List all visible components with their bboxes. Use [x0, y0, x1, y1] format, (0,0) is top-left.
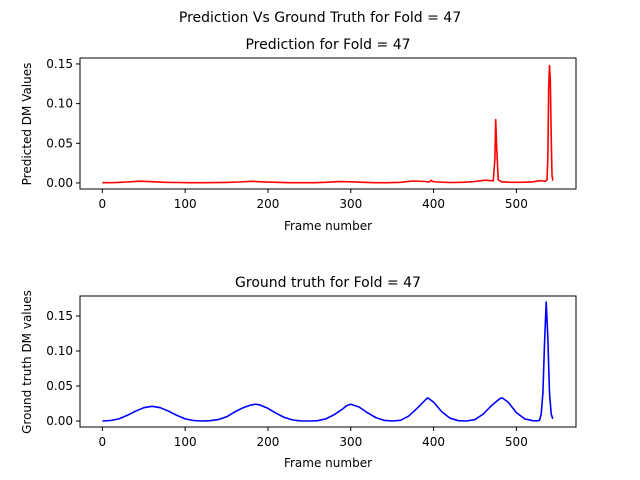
ground-truth-x-tick-label: 300	[339, 435, 362, 449]
prediction-xlabel: Frame number	[284, 219, 372, 233]
prediction-x-tick-label: 300	[339, 197, 362, 211]
ground-truth-y-tick-label: 0.10	[46, 344, 73, 358]
prediction-x-tick-label: 100	[174, 197, 197, 211]
prediction-y-tick-label: 0.00	[46, 176, 73, 190]
prediction-title: Prediction for Fold = 47	[245, 37, 410, 53]
ground-truth-line	[102, 301, 554, 422]
ground-truth-title: Ground truth for Fold = 47	[235, 275, 421, 291]
prediction-y-tick-label: 0.10	[46, 97, 73, 111]
prediction-y-tick-label: 0.05	[46, 136, 73, 150]
prediction-x-ticks: 0 100 200 300 400 500	[99, 189, 528, 211]
ground-truth-y-tick-label: 0.00	[46, 414, 73, 428]
prediction-x-tick-label: 200	[257, 197, 280, 211]
ground-truth-axes: Ground truth for Fold = 47 0 100 200 300 400…	[20, 275, 577, 470]
ground-truth-plot-frame	[79, 295, 577, 428]
ground-truth-x-tick-label: 200	[257, 435, 280, 449]
ground-truth-x-tick-label: 500	[505, 435, 528, 449]
prediction-y-tick-label: 0.15	[46, 57, 73, 71]
ground-truth-x-tick-label: 400	[422, 435, 445, 449]
prediction-x-tick-label: 400	[422, 197, 445, 211]
prediction-x-tick-label: 500	[505, 197, 528, 211]
ground-truth-y-tick-label: 0.15	[46, 309, 73, 323]
prediction-ylabel: Predicted DM Values	[20, 63, 34, 186]
ground-truth-ylabel: Ground truth DM values	[20, 290, 34, 434]
prediction-axes: Prediction for Fold = 47 0 100 200 300 400 50…	[20, 37, 577, 233]
ground-truth-x-tick-label: 100	[174, 435, 197, 449]
prediction-plot-frame	[79, 57, 577, 190]
prediction-x-tick-label: 0	[99, 197, 107, 211]
ground-truth-y-tick-label: 0.05	[46, 379, 73, 393]
figure-suptitle: Prediction Vs Ground Truth for Fold = 47	[179, 10, 461, 26]
prediction-line	[102, 64, 554, 184]
ground-truth-y-ticks: 0.00 0.05 0.10 0.15	[46, 309, 80, 428]
ground-truth-x-ticks: 0 100 200 300 400 500	[99, 427, 528, 449]
ground-truth-x-tick-label: 0	[99, 435, 107, 449]
ground-truth-xlabel: Frame number	[284, 456, 372, 470]
prediction-y-ticks: 0.00 0.05 0.10 0.15	[46, 57, 80, 190]
